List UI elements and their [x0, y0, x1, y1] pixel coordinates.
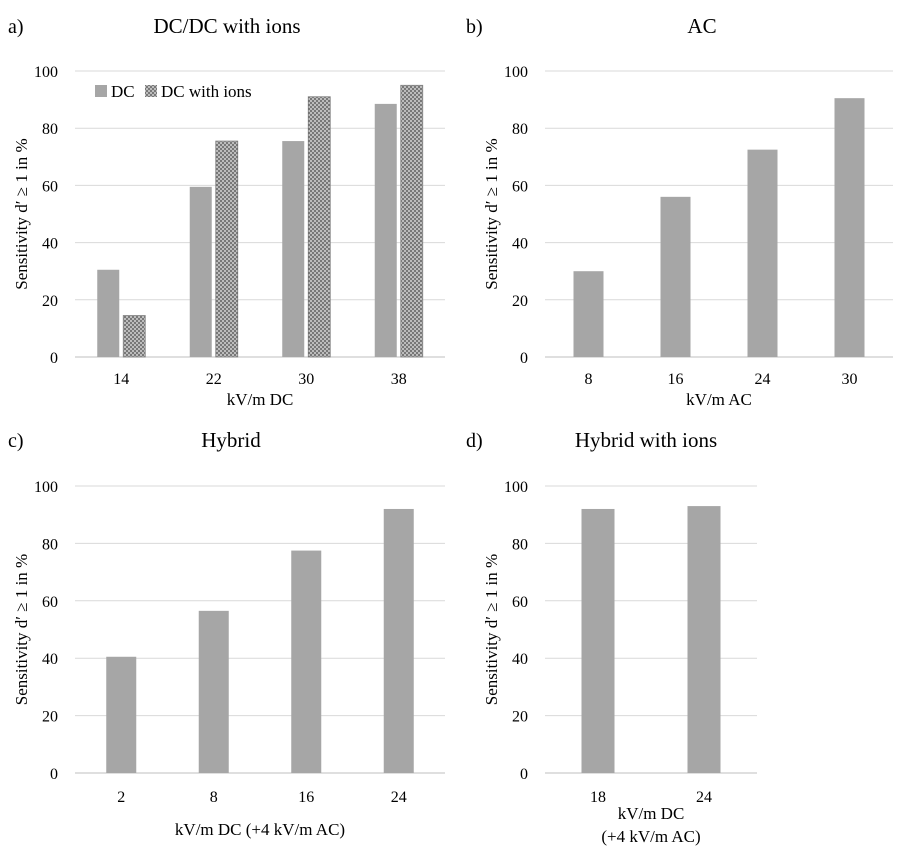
y-tick-label: 100 — [34, 479, 58, 496]
bar-dc — [97, 269, 120, 357]
y-tick-label: 20 — [512, 709, 528, 726]
x-tick-label: 8 — [585, 371, 593, 388]
x-axis-label: (+4 kV/m AC) — [601, 827, 700, 846]
bar-value — [834, 98, 865, 358]
x-tick-label: 24 — [391, 789, 407, 806]
y-tick-label: 80 — [512, 121, 528, 138]
bar-value — [581, 508, 615, 773]
y-tick-label: 100 — [504, 479, 528, 496]
y-axis-label: Sensitivity d′ ≥ 1 in % — [12, 138, 31, 289]
legend: DC DC with ions — [95, 82, 252, 101]
y-tick-label: 100 — [504, 64, 528, 81]
x-axis-label: kV/m AC — [686, 390, 752, 409]
chart-title: Hybrid — [201, 428, 261, 452]
y-tick-label: 0 — [520, 766, 528, 783]
x-tick-label: 8 — [210, 789, 218, 806]
x-tick-label: 30 — [298, 371, 314, 388]
bar-dc-with-ions — [215, 140, 239, 358]
y-tick-label: 40 — [512, 236, 528, 253]
x-axis-label: kV/m DC — [227, 390, 294, 409]
y-tick-label: 40 — [42, 651, 58, 668]
bar-dc-with-ions — [307, 96, 331, 358]
bar-value — [291, 550, 322, 773]
y-tick-label: 40 — [512, 651, 528, 668]
bar-dc — [189, 186, 212, 357]
y-tick-label: 20 — [42, 293, 58, 310]
bar-value — [383, 508, 414, 773]
bar-value — [747, 149, 778, 357]
y-tick-label: 80 — [512, 536, 528, 553]
chart-panel-1: a) DC/DC with ions 0 20 40 60 80 100 Sensitivity… — [8, 14, 445, 409]
y-axis-label: Sensitivity d′ ≥ 1 in % — [12, 554, 31, 705]
x-tick-label: 2 — [117, 789, 125, 806]
bar-dc-with-ions — [400, 84, 424, 358]
x-tick-label: 24 — [696, 789, 712, 806]
x-tick-label: 38 — [391, 371, 407, 388]
y-tick-label: 60 — [42, 178, 58, 195]
y-tick-label: 60 — [512, 178, 528, 195]
panel-letter: d) — [466, 430, 483, 452]
chart-panel-3: c) Hybrid 0 20 40 60 80 100 Sensitivity d′ ≥ 1 i… — [8, 428, 445, 839]
x-tick-label: 22 — [206, 371, 222, 388]
chart-title: DC/DC with ions — [153, 14, 300, 38]
y-tick-label: 60 — [512, 594, 528, 611]
bar-value — [687, 506, 721, 773]
y-tick-label: 0 — [50, 766, 58, 783]
y-tick-label: 0 — [520, 350, 528, 367]
bar-dc — [374, 103, 397, 357]
panel-letter: a) — [8, 16, 24, 38]
y-tick-label: 0 — [50, 350, 58, 367]
x-tick-label: 16 — [668, 371, 684, 388]
bar-dc — [282, 141, 305, 357]
y-tick-label: 100 — [34, 64, 58, 81]
legend-swatch — [95, 85, 107, 97]
legend-label: DC with ions — [161, 82, 252, 101]
panel-letter: b) — [466, 16, 483, 38]
bar-value — [660, 196, 691, 357]
bar-dc-with-ions — [122, 315, 146, 358]
y-tick-label: 80 — [42, 536, 58, 553]
y-tick-label: 80 — [42, 121, 58, 138]
panel-letter: c) — [8, 430, 24, 452]
legend-label: DC — [111, 82, 135, 101]
chart-title: Hybrid with ions — [575, 428, 717, 452]
bar-value — [106, 656, 137, 773]
y-axis-label: Sensitivity d′ ≥ 1 in % — [482, 138, 501, 289]
y-axis-label: Sensitivity d′ ≥ 1 in % — [482, 554, 501, 705]
y-tick-label: 40 — [42, 236, 58, 253]
y-tick-label: 20 — [42, 709, 58, 726]
bar-value — [573, 271, 604, 357]
x-tick-label: 16 — [298, 789, 314, 806]
chart-panel-4: d) Hybrid with ions 0 20 40 60 80 100 Sensitivit… — [466, 428, 757, 846]
x-tick-label: 30 — [842, 371, 858, 388]
x-axis-label: kV/m DC — [618, 804, 685, 823]
chart-panel-2: b) AC 0 20 40 60 80 100 Sensitivity d′ ≥ 1 in % 8… — [466, 14, 893, 409]
x-tick-label: 24 — [755, 371, 771, 388]
chart-title: AC — [687, 14, 716, 38]
y-tick-label: 20 — [512, 293, 528, 310]
x-axis-label: kV/m DC (+4 kV/m AC) — [175, 820, 345, 839]
y-tick-label: 60 — [42, 594, 58, 611]
bar-value — [198, 610, 229, 773]
x-tick-label: 14 — [113, 371, 129, 388]
x-tick-label: 18 — [590, 789, 606, 806]
legend-swatch — [145, 85, 157, 97]
